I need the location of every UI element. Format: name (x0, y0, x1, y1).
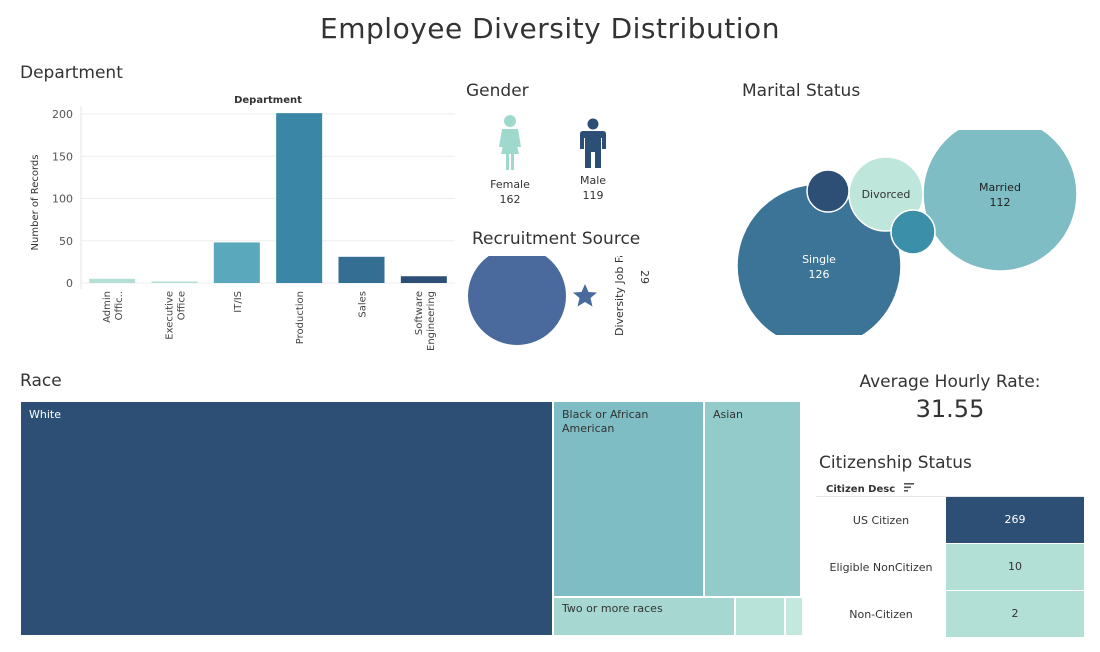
race-cell-white: White (20, 401, 553, 636)
male-label: Male (579, 174, 607, 187)
y-tick-label: 0 (66, 277, 73, 290)
bubble-value: 126 (809, 268, 830, 281)
recruitment-section-title: Recruitment Source (472, 229, 641, 249)
y-axis-label: Number of Records (30, 155, 41, 251)
race-cell-other-1 (735, 597, 785, 636)
race-cell-other-2 (785, 597, 803, 636)
bar[interactable] (400, 276, 447, 283)
bar[interactable] (151, 281, 198, 284)
x-tick-label: Sales (358, 291, 369, 318)
bubble-label: Divorced (862, 188, 911, 201)
male-count: 119 (582, 189, 604, 202)
race-label-two-or-more: Two or more races (562, 602, 663, 615)
department-bar-chart: Department 0 50 100 150 200 Number of Records A… (30, 95, 455, 351)
citizenship-section-title: Citizenship Status (819, 453, 972, 473)
gender-female: Female 162 (478, 114, 542, 206)
svg-text:Executive: Executive (165, 291, 176, 340)
x-tick-label: Executive Office (165, 291, 188, 340)
race-cell-two-or-more: Two or more races (553, 597, 735, 636)
avg-rate-value: 31.55 (915, 395, 985, 423)
race-cell-black: Black or African American (553, 401, 704, 597)
female-count: 162 (499, 193, 521, 206)
bar[interactable] (276, 113, 323, 283)
citizenship-row-label: Non-Citizen (849, 608, 913, 621)
bubble-value: 112 (990, 196, 1011, 209)
citizenship-row-label: Eligible NonCitizen (829, 561, 933, 574)
svg-text:Sales: Sales (358, 291, 369, 318)
bubble[interactable] (806, 169, 850, 213)
gender-male: Male 119 (561, 118, 625, 202)
citizenship-row-value: 2 (946, 591, 1084, 637)
race-label-black: Black or African American (562, 408, 649, 435)
x-tick-label: IT/IS (233, 291, 244, 313)
marital-section-title: Marital Status (742, 81, 861, 101)
svg-text:Production: Production (295, 291, 306, 344)
sort-icon[interactable] (903, 483, 914, 495)
female-icon (499, 115, 521, 170)
svg-text:IT/IS: IT/IS (233, 291, 244, 313)
x-tick-label: Production (295, 291, 306, 344)
x-tick-label: Admin Offic.. (102, 291, 125, 323)
recruitment-star-label: Diversity Job Fair (613, 256, 626, 336)
citizenship-row-value: 10 (946, 544, 1084, 590)
x-tick-label: Software Engineering (414, 291, 437, 351)
recruitment-chart: Diversity Job Fair 29 (468, 256, 651, 345)
female-label: Female (490, 178, 530, 191)
svg-text:Engineering: Engineering (426, 291, 437, 351)
citizenship-column-header: Citizen Desc (826, 483, 914, 495)
recruitment-star-value: 29 (638, 270, 651, 284)
chart-title: Department (234, 95, 302, 106)
citizenship-row: Eligible NonCitizen 10 (816, 544, 1084, 591)
citizenship-header-label: Citizen Desc (826, 484, 896, 495)
bar[interactable] (338, 256, 385, 283)
citizenship-row-label: US Citizen (852, 514, 910, 527)
race-label-white: White (29, 408, 61, 421)
svg-text:Offic..: Offic.. (114, 291, 125, 320)
race-cell-asian: Asian (704, 401, 801, 597)
y-tick-label: 150 (52, 150, 73, 163)
avg-rate-label: Average Hourly Rate: (859, 372, 1041, 392)
svg-text:Software: Software (414, 291, 425, 335)
citizenship-row-value: 269 (946, 497, 1084, 543)
y-tick-label: 200 (52, 108, 73, 121)
bubble-label: Married (979, 181, 1021, 194)
bar[interactable] (213, 242, 260, 283)
citizenship-row: US Citizen 269 (816, 497, 1084, 544)
y-tick-label: 50 (59, 235, 73, 248)
svg-text:Office: Office (177, 291, 188, 320)
dashboard-title: Employee Diversity Distribution (320, 12, 780, 45)
svg-text:Admin: Admin (102, 291, 113, 323)
department-section-title: Department (20, 63, 123, 83)
star-icon (573, 284, 597, 307)
race-treemap: White Black or African American Asian Tw… (20, 401, 803, 636)
recruitment-bubble (468, 256, 566, 345)
citizenship-row: Non-Citizen 2 (816, 591, 1084, 638)
gender-section-title: Gender (466, 81, 529, 101)
race-label-asian: Asian (713, 408, 744, 421)
male-icon (580, 118, 606, 168)
bubble-label: Single (802, 253, 836, 266)
bubble[interactable] (890, 209, 936, 255)
bar[interactable] (89, 278, 136, 283)
y-tick-label: 100 (52, 193, 73, 206)
race-section-title: Race (20, 371, 62, 391)
citizenship-header-divider (816, 496, 1084, 497)
marital-bubble-chart: Married 112 Single 126 Divorced (736, 130, 1078, 335)
